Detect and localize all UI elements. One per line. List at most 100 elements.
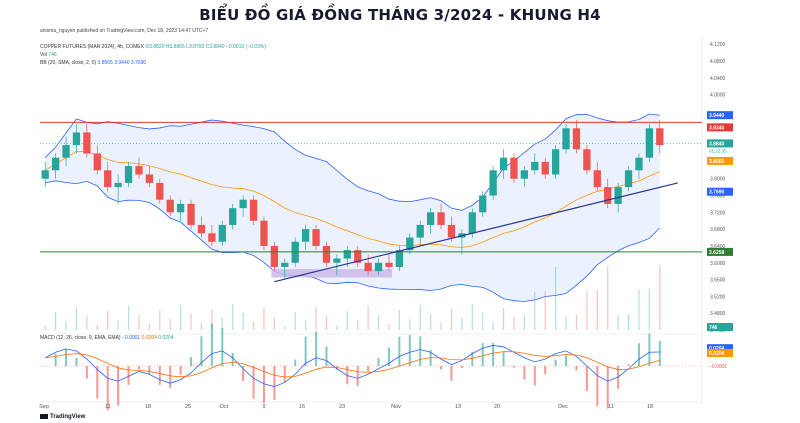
macd-hist-bar <box>471 352 474 366</box>
macd-hist-bar <box>117 366 120 406</box>
tradingview-logo-icon <box>40 414 48 419</box>
macd-value-1: −0.0001 <box>121 335 141 341</box>
label-volume: 746 <box>709 325 718 331</box>
bb-lower-line <box>45 180 661 302</box>
macd-hist-bar <box>492 342 495 366</box>
published-by: anisma_nguyen published on TradingView.c… <box>40 28 209 34</box>
price-tick-8: 3.7200 <box>710 210 726 216</box>
macd-hist-bar <box>252 366 255 399</box>
macd-hist-bar <box>450 366 453 381</box>
volume-bar <box>346 311 348 330</box>
volume-bar <box>138 315 140 330</box>
candle-body <box>104 170 112 188</box>
support-zone <box>271 269 392 278</box>
candle-body <box>468 212 476 234</box>
candle <box>218 220 226 246</box>
volume-bar <box>159 310 161 330</box>
symbol-line: COPPER FUTURES (MAR 2024), 4h, COMEX <box>40 44 144 50</box>
candle <box>624 166 633 192</box>
candle-body <box>520 170 529 179</box>
candle <box>510 153 518 183</box>
candle-body <box>260 220 268 246</box>
candle-body <box>541 161 549 175</box>
candle-body <box>72 132 81 146</box>
label-resistance: 3.9340 <box>709 125 725 131</box>
candle <box>197 216 206 238</box>
candle-body <box>187 203 195 225</box>
candle <box>551 145 560 179</box>
candle <box>583 145 591 175</box>
candle <box>593 161 601 192</box>
x-tick-2: 18 <box>145 404 151 410</box>
macd-hist-bar <box>137 366 140 370</box>
macd-value-2: 0.0204 <box>141 335 157 341</box>
candle-body <box>239 199 247 209</box>
vol-label: Vol <box>40 52 47 58</box>
volume-bar <box>148 324 150 330</box>
macd-hist-bar <box>315 331 318 366</box>
volume-bar <box>430 314 432 330</box>
volume-bar <box>607 266 609 330</box>
macd-hist-bar <box>648 333 651 366</box>
macd-hist-bar <box>231 352 234 366</box>
label-bb-lower-bg <box>707 187 733 196</box>
candle <box>354 245 362 267</box>
volume-bar <box>617 315 619 330</box>
volume-bar <box>398 310 400 330</box>
candle-body <box>364 262 372 272</box>
volume-bar <box>180 305 182 330</box>
candle <box>364 254 372 276</box>
macd-hist-bar <box>75 357 78 366</box>
macd-hist-bar <box>356 366 359 386</box>
macd-hist-bar <box>637 343 640 366</box>
candle-body <box>124 166 133 183</box>
candle <box>187 199 195 230</box>
price-tick-10: 3.6400 <box>710 244 726 250</box>
candle <box>51 153 60 179</box>
volume-bar <box>586 291 588 330</box>
volume-bar <box>596 290 598 330</box>
price-tick-3: 4.0000 <box>710 93 726 99</box>
label-resistance-bg <box>707 123 733 132</box>
label-last-bg <box>707 139 733 148</box>
candle <box>531 153 539 175</box>
volume-bar <box>263 308 265 330</box>
bb-header: BB (20, SMA, close, 2, 0) 3.8565 3.9440 … <box>40 60 146 66</box>
candle-body <box>156 182 164 200</box>
macd-value-3: 0.0204 <box>158 335 174 341</box>
price-tick-11: 3.6000 <box>710 261 726 267</box>
volume-bar <box>55 312 57 330</box>
volume-bar <box>648 289 650 330</box>
label-bb-basis-bg <box>707 156 733 165</box>
label-last: 3.8840 <box>709 141 725 147</box>
label-bb-upper: 3.9440 <box>709 113 725 119</box>
candle-body <box>229 208 237 225</box>
price-tick-2: 4.0400 <box>710 76 726 82</box>
x-tick-0: Sep <box>39 404 49 410</box>
candle-body <box>270 245 279 267</box>
x-tick-4: Oct <box>220 404 229 410</box>
candle-body <box>614 187 622 204</box>
candle-body <box>166 199 174 213</box>
volume-bar <box>294 312 296 330</box>
candle-body <box>385 262 393 267</box>
candle <box>333 254 341 276</box>
macd-hist-bar <box>512 366 515 368</box>
volume-bar <box>388 324 390 330</box>
macd-hist-bar <box>273 366 276 400</box>
label-bb-basis: 3.8565 <box>709 159 725 165</box>
candle-body <box>93 153 101 171</box>
volume-header: Vol 746 <box>40 52 57 58</box>
macd-hist-bar <box>283 366 286 383</box>
macd-hist-bar <box>606 366 609 409</box>
candle-body <box>249 199 258 221</box>
label-bb-upper-bg <box>707 111 733 120</box>
volume-bar <box>377 315 380 330</box>
candle <box>281 258 289 280</box>
volume-bar <box>336 325 338 330</box>
volume-bar <box>627 314 630 330</box>
label-volume-bg <box>707 323 733 331</box>
candle <box>437 203 445 230</box>
volume-bar <box>211 309 213 330</box>
